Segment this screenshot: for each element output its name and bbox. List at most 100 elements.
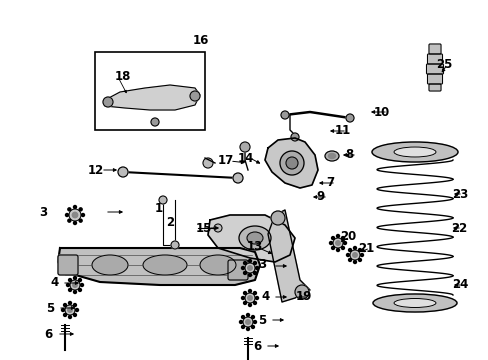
Circle shape xyxy=(241,297,244,300)
Text: 2: 2 xyxy=(165,216,174,229)
Circle shape xyxy=(73,206,76,208)
Text: 17: 17 xyxy=(218,153,234,166)
Circle shape xyxy=(336,248,339,252)
Circle shape xyxy=(341,237,344,239)
Circle shape xyxy=(81,284,83,287)
Text: 10: 10 xyxy=(373,105,389,118)
Circle shape xyxy=(243,271,246,274)
Ellipse shape xyxy=(142,255,186,275)
Circle shape xyxy=(248,289,251,292)
Text: 6: 6 xyxy=(44,328,52,341)
FancyBboxPatch shape xyxy=(428,44,440,54)
Circle shape xyxy=(78,279,81,282)
Polygon shape xyxy=(58,248,260,285)
Ellipse shape xyxy=(325,151,338,161)
Circle shape xyxy=(353,247,356,249)
Circle shape xyxy=(290,133,298,141)
Circle shape xyxy=(243,317,252,327)
Circle shape xyxy=(151,118,159,126)
Circle shape xyxy=(73,276,76,279)
Circle shape xyxy=(190,91,200,101)
Circle shape xyxy=(255,266,258,270)
FancyBboxPatch shape xyxy=(427,54,442,64)
Circle shape xyxy=(73,283,77,287)
Circle shape xyxy=(253,271,256,274)
Ellipse shape xyxy=(328,153,335,158)
Text: 13: 13 xyxy=(246,240,263,253)
Circle shape xyxy=(75,309,79,311)
Circle shape xyxy=(244,293,254,303)
Circle shape xyxy=(72,212,78,218)
Circle shape xyxy=(241,316,244,319)
Circle shape xyxy=(247,296,252,300)
Circle shape xyxy=(349,250,359,260)
Circle shape xyxy=(240,142,249,152)
Circle shape xyxy=(348,248,351,252)
Polygon shape xyxy=(105,85,200,110)
Circle shape xyxy=(68,279,71,282)
Text: 5: 5 xyxy=(46,302,54,315)
Text: 11: 11 xyxy=(334,125,350,138)
Circle shape xyxy=(63,314,66,316)
Circle shape xyxy=(61,309,64,311)
Circle shape xyxy=(243,292,246,294)
Text: 3: 3 xyxy=(258,258,265,271)
Text: 1: 1 xyxy=(155,202,163,215)
Circle shape xyxy=(65,305,75,315)
Circle shape xyxy=(66,284,69,287)
Circle shape xyxy=(253,301,256,305)
Circle shape xyxy=(294,285,308,299)
Circle shape xyxy=(69,209,81,221)
FancyBboxPatch shape xyxy=(58,255,78,275)
Ellipse shape xyxy=(92,255,128,275)
Text: 18: 18 xyxy=(115,69,131,82)
Circle shape xyxy=(73,314,76,316)
Circle shape xyxy=(341,247,344,249)
Ellipse shape xyxy=(393,298,435,307)
Circle shape xyxy=(70,280,80,290)
Circle shape xyxy=(253,320,256,324)
Circle shape xyxy=(246,328,249,330)
Text: 24: 24 xyxy=(451,279,468,292)
Circle shape xyxy=(360,253,363,256)
Circle shape xyxy=(331,237,334,239)
Text: 22: 22 xyxy=(450,221,467,234)
Circle shape xyxy=(253,292,256,294)
Circle shape xyxy=(68,302,71,305)
Text: 25: 25 xyxy=(435,58,451,72)
Circle shape xyxy=(73,303,76,307)
Circle shape xyxy=(214,224,222,232)
Circle shape xyxy=(255,297,258,300)
Circle shape xyxy=(79,219,82,222)
Circle shape xyxy=(285,157,297,169)
Circle shape xyxy=(248,260,251,262)
Circle shape xyxy=(346,114,353,122)
Circle shape xyxy=(335,241,340,245)
Circle shape xyxy=(247,266,252,270)
Circle shape xyxy=(103,97,113,107)
Polygon shape xyxy=(267,210,309,302)
FancyBboxPatch shape xyxy=(426,64,443,74)
Circle shape xyxy=(281,111,288,119)
Circle shape xyxy=(241,325,244,328)
Circle shape xyxy=(241,266,244,270)
Ellipse shape xyxy=(393,147,435,157)
Circle shape xyxy=(118,167,128,177)
Circle shape xyxy=(243,301,246,305)
FancyBboxPatch shape xyxy=(428,84,440,91)
Polygon shape xyxy=(207,215,294,262)
Circle shape xyxy=(329,242,332,244)
Circle shape xyxy=(343,242,346,244)
Text: 19: 19 xyxy=(295,291,312,303)
Circle shape xyxy=(68,208,71,211)
Circle shape xyxy=(251,316,254,319)
Circle shape xyxy=(239,320,242,324)
Text: 7: 7 xyxy=(325,175,333,189)
Circle shape xyxy=(346,253,349,256)
Circle shape xyxy=(358,258,361,261)
Circle shape xyxy=(348,258,351,261)
Text: 16: 16 xyxy=(193,33,209,46)
Circle shape xyxy=(280,151,304,175)
Polygon shape xyxy=(264,138,317,188)
Circle shape xyxy=(246,314,249,316)
